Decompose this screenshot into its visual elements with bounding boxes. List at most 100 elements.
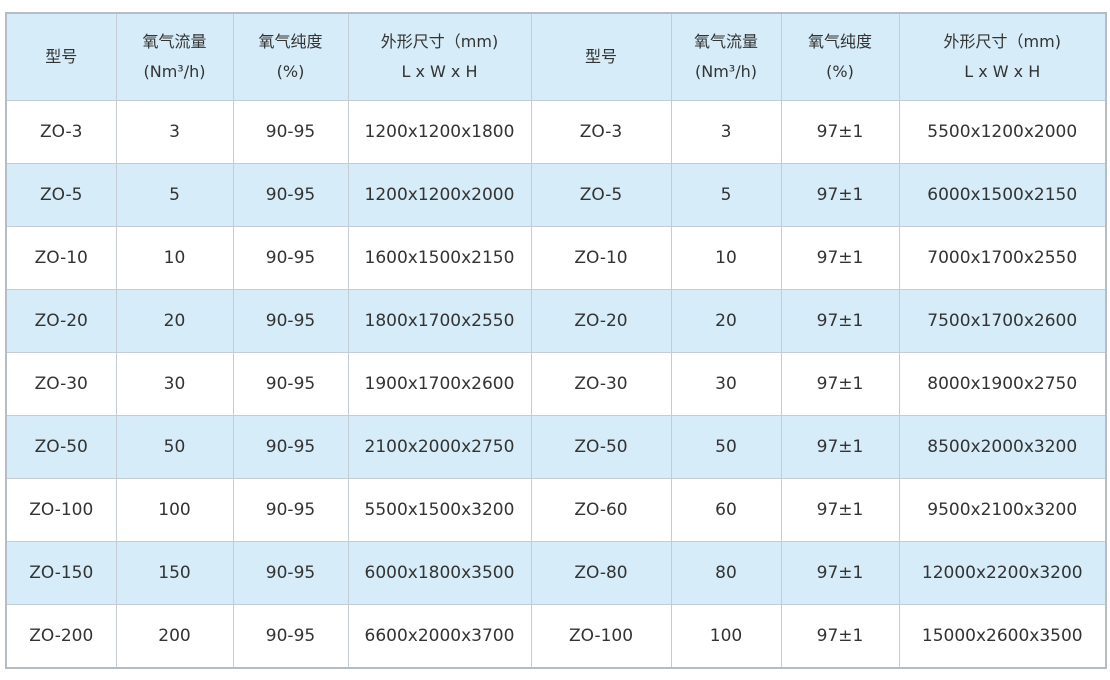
cell-dimensions: 5500x1500x3200 — [347, 478, 532, 542]
cell-model: ZO-10 — [530, 226, 672, 290]
header-line1: 外形尺寸（mm) — [943, 32, 1061, 51]
cell-oxygen-flow: 60 — [670, 478, 782, 542]
cell-dimensions: 2100x2000x2750 — [347, 415, 532, 479]
cell-dimensions: 6000x1500x2150 — [898, 163, 1107, 227]
cell-model: ZO-5 — [5, 163, 117, 227]
cell-oxygen-purity: 97±1 — [780, 289, 900, 353]
cell-dimensions: 8000x1900x2750 — [898, 352, 1107, 416]
cell-oxygen-flow: 20 — [115, 289, 234, 353]
cell-oxygen-flow: 20 — [670, 289, 782, 353]
cell-oxygen-flow: 100 — [670, 604, 782, 669]
cell-model: ZO-20 — [530, 289, 672, 353]
cell-oxygen-purity: 90-95 — [232, 541, 349, 605]
cell-oxygen-flow: 200 — [115, 604, 234, 669]
cell-model: ZO-50 — [5, 415, 117, 479]
cell-oxygen-flow: 5 — [670, 163, 782, 227]
header-line2: (%) — [276, 62, 305, 81]
cell-oxygen-purity: 97±1 — [780, 226, 900, 290]
cell-oxygen-purity: 97±1 — [780, 352, 900, 416]
cell-model: ZO-3 — [5, 100, 117, 164]
header-line1: 氧气纯度 — [807, 32, 872, 51]
header-oxygen-flow: 氧气流量 (Nm³/h) — [670, 12, 782, 101]
header-line1: 氧气流量 — [142, 32, 207, 51]
oxygen-generator-spec-table: 型号 氧气流量 (Nm³/h) 氧气纯度 (%) 外形尺寸（mm) L x W x H 型号 氧… — [5, 12, 1107, 669]
cell-dimensions: 12000x2200x3200 — [898, 541, 1107, 605]
table-row: ZO-10 10 90-95 1600x1500x2150 ZO-10 10 97±1 700… — [5, 226, 1107, 290]
header-dimensions: 外形尺寸（mm) L x W x H — [898, 12, 1107, 101]
header-dimensions: 外形尺寸（mm) L x W x H — [347, 12, 532, 101]
cell-model: ZO-50 — [530, 415, 672, 479]
table-row: ZO-150 150 90-95 6000x1800x3500 ZO-80 80 97±1 1… — [5, 541, 1107, 605]
cell-model: ZO-30 — [530, 352, 672, 416]
header-line1: 型号 — [584, 47, 617, 66]
cell-model: ZO-30 — [5, 352, 117, 416]
header-model: 型号 — [5, 12, 117, 101]
cell-dimensions: 6600x2000x3700 — [347, 604, 532, 669]
table-row: ZO-20 20 90-95 1800x1700x2550 ZO-20 20 97±1 750… — [5, 289, 1107, 353]
cell-dimensions: 1200x1200x2000 — [347, 163, 532, 227]
cell-model: ZO-100 — [530, 604, 672, 669]
cell-model: ZO-100 — [5, 478, 117, 542]
cell-oxygen-flow: 30 — [670, 352, 782, 416]
cell-oxygen-purity: 90-95 — [232, 415, 349, 479]
cell-model: ZO-80 — [530, 541, 672, 605]
cell-oxygen-purity: 90-95 — [232, 352, 349, 416]
cell-model: ZO-200 — [5, 604, 117, 669]
cell-oxygen-purity: 97±1 — [780, 604, 900, 669]
header-oxygen-purity: 氧气纯度 (%) — [232, 12, 349, 101]
cell-oxygen-purity: 90-95 — [232, 604, 349, 669]
header-line1: 型号 — [45, 47, 78, 66]
cell-dimensions: 7500x1700x2600 — [898, 289, 1107, 353]
cell-oxygen-flow: 10 — [670, 226, 782, 290]
cell-oxygen-flow: 3 — [115, 100, 234, 164]
header-line2: (Nm³/h) — [143, 62, 206, 81]
cell-oxygen-purity: 90-95 — [232, 226, 349, 290]
header-model: 型号 — [530, 12, 672, 101]
header-line1: 氧气流量 — [693, 32, 758, 51]
cell-dimensions: 5500x1200x2000 — [898, 100, 1107, 164]
cell-oxygen-purity: 97±1 — [780, 163, 900, 227]
table-row: ZO-30 30 90-95 1900x1700x2600 ZO-30 30 97±1 800… — [5, 352, 1107, 416]
cell-oxygen-purity: 97±1 — [780, 478, 900, 542]
header-oxygen-purity: 氧气纯度 (%) — [780, 12, 900, 101]
cell-oxygen-purity: 90-95 — [232, 289, 349, 353]
cell-dimensions: 7000x1700x2550 — [898, 226, 1107, 290]
cell-oxygen-purity: 90-95 — [232, 163, 349, 227]
cell-oxygen-purity: 97±1 — [780, 100, 900, 164]
header-line2: L x W x H — [964, 62, 1041, 81]
table-row: ZO-3 3 90-95 1200x1200x1800 ZO-3 3 97±1 5500x12… — [5, 100, 1107, 164]
cell-dimensions: 6000x1800x3500 — [347, 541, 532, 605]
cell-model: ZO-60 — [530, 478, 672, 542]
cell-oxygen-purity: 97±1 — [780, 541, 900, 605]
header-line2: L x W x H — [401, 62, 478, 81]
cell-oxygen-flow: 50 — [115, 415, 234, 479]
cell-dimensions: 15000x2600x3500 — [898, 604, 1107, 669]
cell-oxygen-flow: 30 — [115, 352, 234, 416]
cell-dimensions: 8500x2000x3200 — [898, 415, 1107, 479]
cell-dimensions: 1200x1200x1800 — [347, 100, 532, 164]
header-line2: (Nm³/h) — [695, 62, 757, 81]
header-line1: 外形尺寸（mm) — [380, 32, 499, 51]
cell-oxygen-flow: 50 — [670, 415, 782, 479]
cell-dimensions: 9500x2100x3200 — [898, 478, 1107, 542]
header-line1: 氧气纯度 — [258, 32, 323, 51]
cell-oxygen-flow: 100 — [115, 478, 234, 542]
table-row: ZO-5 5 90-95 1200x1200x2000 ZO-5 5 97±1 6000x15… — [5, 163, 1107, 227]
table-row: ZO-50 50 90-95 2100x2000x2750 ZO-50 50 97±1 850… — [5, 415, 1107, 479]
cell-model: ZO-150 — [5, 541, 117, 605]
cell-model: ZO-5 — [530, 163, 672, 227]
cell-model: ZO-10 — [5, 226, 117, 290]
table-row: ZO-100 100 90-95 5500x1500x3200 ZO-60 60 97±1 9… — [5, 478, 1107, 542]
cell-model: ZO-20 — [5, 289, 117, 353]
cell-oxygen-purity: 90-95 — [232, 100, 349, 164]
cell-dimensions: 1800x1700x2550 — [347, 289, 532, 353]
header-oxygen-flow: 氧气流量 (Nm³/h) — [115, 12, 234, 101]
cell-oxygen-purity: 90-95 — [232, 478, 349, 542]
cell-oxygen-flow: 10 — [115, 226, 234, 290]
cell-dimensions: 1900x1700x2600 — [347, 352, 532, 416]
cell-oxygen-flow: 80 — [670, 541, 782, 605]
cell-oxygen-flow: 3 — [670, 100, 782, 164]
header-line2: (%) — [826, 62, 854, 81]
cell-dimensions: 1600x1500x2150 — [347, 226, 532, 290]
header-row: 型号 氧气流量 (Nm³/h) 氧气纯度 (%) 外形尺寸（mm) L x W x H 型号 氧… — [5, 12, 1107, 101]
